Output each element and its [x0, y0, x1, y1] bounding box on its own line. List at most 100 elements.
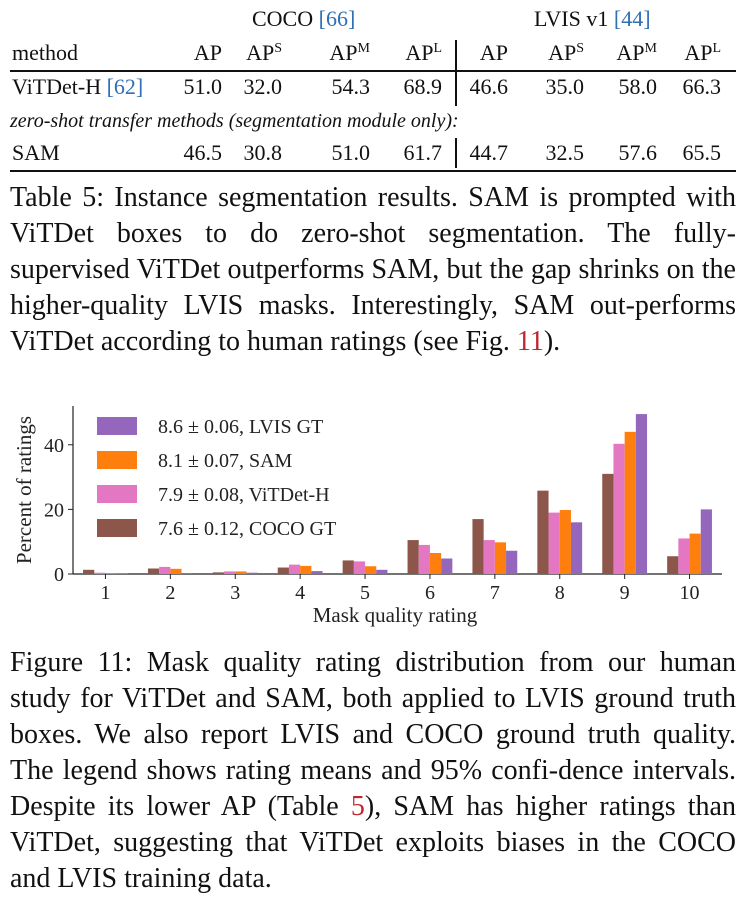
legend-entry: 8.6 ± 0.06, LVIS GT	[158, 416, 323, 438]
y-axis-label: Percent of ratings	[12, 416, 36, 564]
column-header: AP	[194, 40, 222, 66]
column-header: AP	[480, 40, 508, 66]
bar-lvis-gt-2	[181, 573, 193, 574]
figure-reference-link[interactable]: 11	[516, 326, 544, 357]
x-tick-label: 4	[295, 582, 305, 604]
y-tick-label: 40	[44, 435, 64, 457]
column-header: APS	[548, 40, 584, 70]
bar-sam-8	[559, 510, 571, 574]
bar-lvis-gt-9	[635, 414, 648, 574]
table-cell: 51.0	[183, 74, 223, 99]
table-cell: 35.0	[545, 74, 585, 99]
bar-lvis-gt-5	[376, 569, 388, 574]
column-header-ap: AP	[684, 40, 713, 65]
figure-caption: Figure 11: Mask quality rating distribut…	[10, 645, 736, 897]
x-tick-label: 7	[490, 582, 500, 604]
bar-sam-6	[429, 553, 442, 574]
bar-coco-gt-7	[472, 519, 484, 574]
coco-label: COCO	[252, 6, 314, 31]
table-row-method: SAM	[12, 140, 60, 166]
column-header-ap: AP	[616, 40, 645, 65]
bar-coco-gt-4	[277, 567, 289, 574]
bar-sam-2	[170, 568, 182, 574]
table-cell: 51.0	[331, 140, 371, 165]
column-header: APM	[329, 40, 370, 70]
legend-swatch	[97, 417, 137, 435]
bar-vitdet-h-7	[483, 540, 495, 574]
column-header-ap: AP	[246, 40, 275, 65]
table-cell: 61.7	[403, 140, 443, 165]
coco-citation[interactable]: [66]	[318, 6, 356, 31]
x-tick-label: 8	[555, 582, 565, 604]
method-header: method	[12, 40, 78, 65]
bar-lvis-gt-6	[441, 558, 453, 574]
legend-entry: 7.9 ± 0.08, ViTDet-H	[158, 484, 330, 506]
group-divider-bottom	[455, 138, 457, 168]
table-reference-link[interactable]: 5	[350, 791, 365, 822]
table-cell: 54.3	[331, 74, 371, 99]
column-header-ap: AP	[405, 40, 434, 65]
bottom-rule	[10, 170, 736, 172]
bar-lvis-gt-8	[570, 522, 583, 574]
bar-vitdet-h-10	[678, 538, 690, 574]
chart-legend: 8.6 ± 0.06, LVIS GT 8.1 ± 0.07, SAM 7.9 ± …	[97, 416, 336, 540]
bar-sam-5	[365, 566, 377, 574]
group-divider-top	[455, 40, 457, 106]
table-cell: 68.9	[403, 74, 443, 99]
column-header-ap: AP	[479, 40, 508, 65]
table-cell: 46.5	[183, 140, 223, 165]
bar-coco-gt-10	[667, 556, 679, 574]
bar-coco-gt-2	[147, 568, 160, 574]
bar-sam-4	[300, 565, 312, 574]
bar-vitdet-h-1	[94, 572, 106, 574]
x-tick-label: 2	[165, 582, 175, 604]
legend-swatch	[97, 519, 137, 537]
x-tick-label: 6	[425, 582, 435, 604]
bar-vitdet-h-2	[159, 566, 171, 574]
bar-coco-gt-8	[537, 490, 549, 574]
column-header-size: L	[433, 41, 442, 56]
column-header-ap: AP	[329, 40, 358, 65]
y-tick-label: 20	[44, 499, 64, 521]
bar-sam-7	[494, 542, 507, 574]
bar-lvis-gt-3	[246, 572, 258, 574]
bar-sam-1	[105, 573, 117, 574]
lvis-group-header: LVIS v1 [44]	[534, 6, 651, 32]
lvis-citation[interactable]: [44]	[613, 6, 651, 31]
table-row-method: ViTDet-H [62]	[12, 74, 143, 100]
method-citation[interactable]: [62]	[106, 74, 144, 99]
column-header: APM	[616, 40, 657, 70]
column-header-size: M	[357, 41, 370, 56]
coco-group-header: COCO [66]	[252, 6, 355, 32]
x-tick-label: 5	[360, 582, 370, 604]
bar-vitdet-h-6	[418, 544, 430, 574]
x-tick-label: 10	[680, 582, 700, 604]
table-cell: 32.0	[243, 74, 283, 99]
bar-vitdet-h-9	[613, 443, 625, 574]
bar-vitdet-h-3	[224, 571, 236, 574]
legend-swatch	[97, 451, 137, 469]
results-table: COCO [66] LVIS v1 [44] method AP APS APM AP…	[0, 0, 746, 172]
bar-lvis-gt-7	[506, 550, 518, 574]
legend-swatch	[97, 485, 137, 503]
figure-caption-text: Figure 11: Mask quality rating distribut…	[10, 647, 736, 822]
column-header: APS	[246, 40, 282, 70]
table-cell: 66.3	[682, 74, 722, 99]
table-cell: 32.5	[545, 140, 585, 165]
zero-shot-label: zero-shot transfer methods (segmentation…	[10, 110, 459, 132]
header-rule	[10, 70, 736, 72]
x-tick-label: 3	[230, 582, 240, 604]
table-cell: 57.6	[618, 140, 658, 165]
bar-coco-gt-5	[342, 560, 354, 574]
table-cell: 58.0	[618, 74, 658, 99]
legend-entry: 7.6 ± 0.12, COCO GT	[158, 518, 336, 540]
table-caption: Table 5: Instance segmentation results. …	[10, 180, 736, 360]
column-header-size: M	[644, 41, 657, 56]
table-caption-tail: ).	[543, 326, 561, 357]
column-header-size: S	[576, 41, 584, 56]
bar-sam-10	[689, 533, 701, 574]
bar-lvis-gt-10	[700, 509, 712, 574]
table-cell: 30.8	[243, 140, 283, 165]
bar-coco-gt-6	[407, 540, 419, 574]
table-cell: 44.7	[469, 140, 509, 165]
